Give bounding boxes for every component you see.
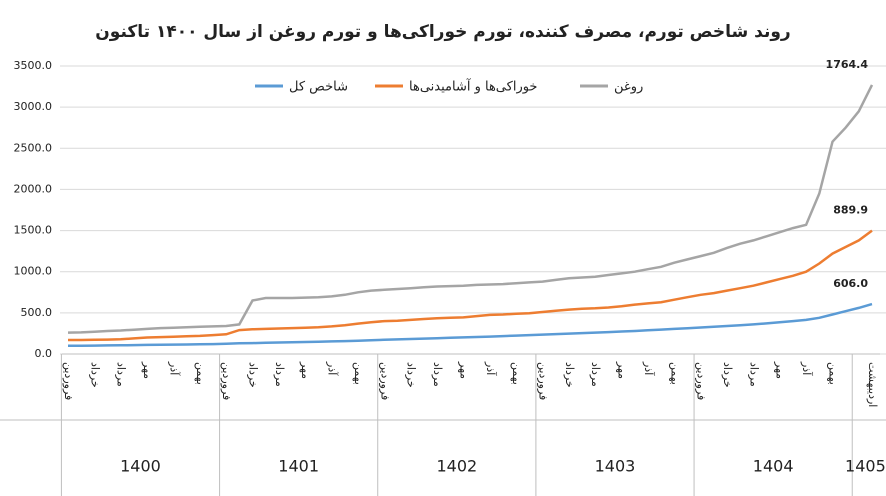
x-tick-label: بهمن [194, 362, 207, 385]
x-tick-label: مرداد [115, 362, 128, 387]
y-tick-label: 500.0 [21, 306, 53, 319]
x-tick-label: مهر [616, 361, 629, 379]
y-tick-label: 2000.0 [14, 182, 53, 195]
x-tick-label: مهر [299, 361, 312, 379]
group-label: 1401 [278, 457, 319, 476]
x-tick-label: بهمن [668, 362, 681, 385]
y-tick-label: 3000.0 [14, 100, 53, 113]
series-line [68, 229, 873, 342]
group-label: 1405 [845, 457, 886, 476]
x-tick-label: خرداد [247, 362, 260, 388]
x-tick-label: فروردین [62, 362, 75, 400]
x-tick-label: فروردین [536, 362, 549, 400]
group-label: 1404 [753, 457, 794, 476]
x-tick-label: اردیبهشت [866, 362, 879, 407]
x-tick-label: آذر [642, 361, 656, 376]
x-tick-label: مرداد [589, 362, 602, 387]
x-tick-label: فروردین [378, 362, 391, 400]
legend-label: شاخص کل [289, 80, 348, 95]
series-line [68, 302, 873, 348]
x-tick-label: بهمن [352, 362, 365, 385]
x-tick-label: خرداد [405, 362, 418, 388]
y-tick-label: 1500.0 [14, 224, 53, 237]
group-label: 1402 [436, 457, 477, 476]
group-label: 1403 [595, 457, 636, 476]
x-tick-label: آذر [167, 361, 181, 376]
x-tick-label: مرداد [431, 362, 444, 387]
y-tick-label: 2500.0 [14, 141, 53, 154]
chart-title: روند شاخص تورم، مصرف کننده، تورم خوراکی‌… [95, 22, 790, 42]
y-tick-label: 0.0 [35, 347, 53, 360]
x-tick-label: خرداد [563, 362, 576, 388]
x-tick-label: مرداد [273, 362, 286, 387]
end-label: 606.0 [833, 277, 868, 290]
end-label: 889.9 [833, 204, 868, 217]
group-label: 1400 [120, 457, 161, 476]
x-tick-label: مرداد [747, 362, 760, 387]
x-tick-label: بهمن [826, 362, 839, 385]
x-tick-label: آذر [800, 361, 814, 376]
x-tick-label: خرداد [88, 362, 101, 388]
legend-label: روغن [614, 80, 643, 95]
x-tick-label: فروردین [220, 362, 233, 400]
x-tick-label: آذر [484, 361, 498, 376]
y-tick-label: 1000.0 [14, 265, 53, 278]
x-tick-label: مهر [141, 361, 154, 379]
x-tick-label: بهمن [510, 362, 523, 385]
x-tick-label: فروردین [695, 362, 708, 400]
x-tick-label: آذر [326, 361, 340, 376]
legend-label: خوراکی‌ها و آشامیدنی‌ها [409, 78, 537, 95]
x-tick-label: مهر [457, 361, 470, 379]
y-tick-label: 3500.0 [14, 59, 53, 72]
x-tick-label: مهر [774, 361, 787, 379]
series-line [67, 84, 874, 334]
end-label: 1764.4 [826, 58, 869, 71]
x-tick-label: خرداد [721, 362, 734, 388]
